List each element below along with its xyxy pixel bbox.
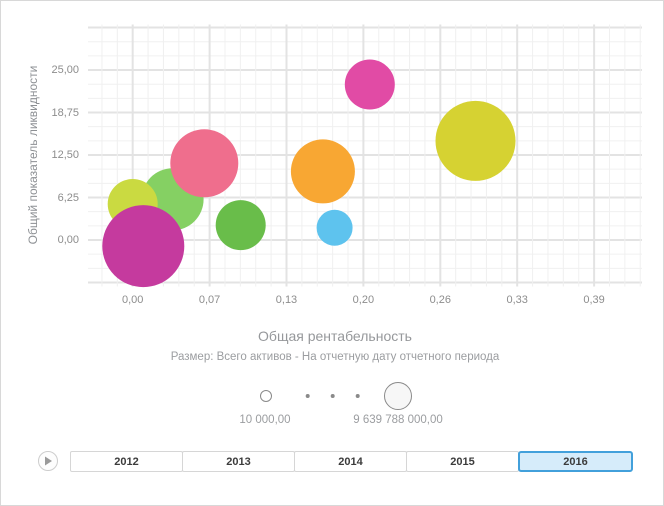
y-axis-title: Общий показатель ликвидности <box>26 65 40 245</box>
size-dimension-subtitle: Размер: Всего активов - На отчетную дату… <box>170 351 500 363</box>
bubble-magenta-large[interactable] <box>102 205 185 288</box>
x-axis-title: Общая рентабельность <box>258 328 412 344</box>
legend-dot-icon <box>305 394 310 398</box>
y-tick-label: 12,50 <box>51 149 79 162</box>
x-tick-label: 0,07 <box>198 294 221 306</box>
legend-dot-icon <box>330 394 335 398</box>
plot-area <box>88 24 642 288</box>
x-tick-label: 0,00 <box>121 294 144 306</box>
legend-max-circle <box>384 382 412 410</box>
bubble-blue[interactable] <box>316 209 353 246</box>
year-button-2013[interactable]: 2013 <box>182 451 295 472</box>
bubble-green[interactable] <box>215 200 266 251</box>
size-legend <box>260 382 412 410</box>
x-tick-label: 0,13 <box>275 294 298 306</box>
bubble-orange[interactable] <box>290 139 355 204</box>
timeline-year-buttons: 2012 2013 2014 2015 2016 <box>70 451 633 472</box>
bubble-yellow-dark[interactable] <box>435 100 516 181</box>
y-tick-label: 6,25 <box>57 191 79 204</box>
x-tick-label: 0,39 <box>583 294 605 306</box>
y-tick-label: 0,00 <box>57 234 79 246</box>
year-button-2012[interactable]: 2012 <box>70 451 183 472</box>
year-button-2016[interactable]: 2016 <box>518 451 633 472</box>
legend-min-value: 10 000,00 <box>239 414 291 426</box>
year-button-2014[interactable]: 2014 <box>294 451 407 472</box>
play-icon <box>45 456 52 466</box>
x-tick-label: 0,26 <box>429 294 451 306</box>
legend-max-value: 9 639 788 000,00 <box>353 414 443 426</box>
bubble-rose[interactable] <box>170 129 239 198</box>
bubble-magenta-small[interactable] <box>344 59 395 110</box>
legend-dot-icon <box>355 394 360 398</box>
legend-min-circle <box>260 390 272 402</box>
x-tick-label: 0,33 <box>506 294 528 306</box>
x-tick-label: 0,20 <box>352 294 375 306</box>
timeline-play-button[interactable] <box>38 451 58 471</box>
y-tick-label: 25,00 <box>51 64 79 77</box>
y-tick-label: 18,75 <box>51 106 79 119</box>
year-button-2015[interactable]: 2015 <box>406 451 519 472</box>
